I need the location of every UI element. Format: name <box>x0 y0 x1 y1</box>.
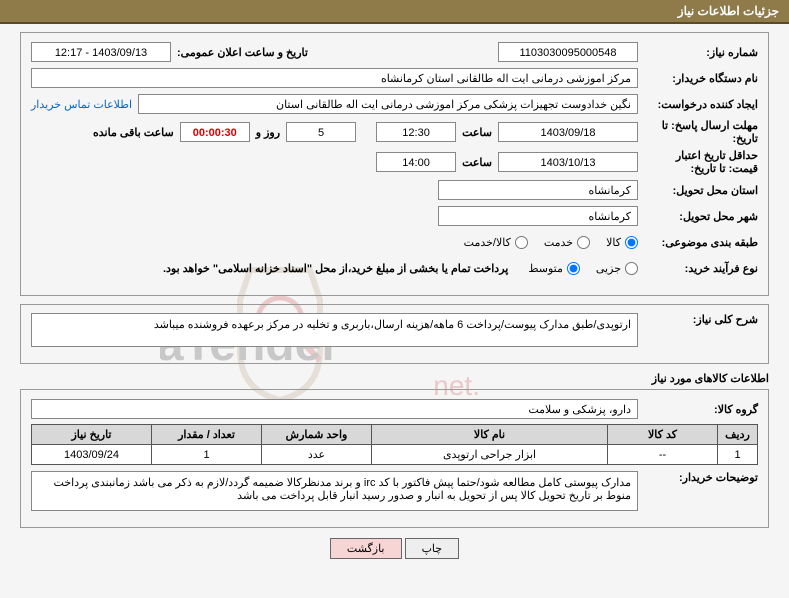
row-buyer-org: نام دستگاه خریدار: مرکز اموزشی درمانی ای… <box>31 67 758 89</box>
label-requester: ایجاد کننده درخواست: <box>638 98 758 111</box>
label-buyer-notes: توضیحات خریدار: <box>638 471 758 484</box>
field-requester: نگین خدادوست تجهیزات پزشکی مرکز اموزشی د… <box>138 94 638 114</box>
category-radio-group: کالا خدمت کالا/خدمت <box>452 236 638 249</box>
field-province: کرمانشاه <box>438 180 638 200</box>
items-table: ردیف کد کالا نام کالا واحد شمارش تعداد /… <box>31 424 758 465</box>
radio-kala-label[interactable]: کالا <box>606 236 638 249</box>
row-need-no: شماره نیاز: 1103030095000548 تاریخ و ساع… <box>31 41 758 63</box>
row-need-desc: شرح کلی نیاز: ارتوپدی/طبق مدارک پیوست/پر… <box>31 313 758 347</box>
row-goods-group: گروه کالا: دارو، پزشکی و سلامت <box>31 398 758 420</box>
radio-khedmat-text: خدمت <box>544 236 573 249</box>
th-name: نام کالا <box>372 425 608 445</box>
row-category: طبقه بندی موضوعی: کالا خدمت کالا/خدمت <box>31 231 758 253</box>
field-need-desc: ارتوپدی/طبق مدارک پیوست/پرداخت 6 ماهه/هز… <box>31 313 638 347</box>
panel-title: جزئیات اطلاعات نیاز <box>0 0 789 24</box>
field-deadline-date: 1403/09/18 <box>498 122 638 142</box>
buyer-contact-link[interactable]: اطلاعات تماس خریدار <box>31 98 132 111</box>
payment-note: پرداخت تمام یا بخشی از مبلغ خرید،از محل … <box>163 262 508 275</box>
items-section-title: اطلاعات کالاهای مورد نیاز <box>20 372 769 385</box>
cell-row-n: 1 <box>718 445 758 465</box>
radio-kala[interactable] <box>625 236 638 249</box>
button-bar: چاپ بازگشت <box>20 538 769 559</box>
cell-unit: عدد <box>262 445 372 465</box>
row-process: نوع فرآیند خرید: جزیی متوسط پرداخت تمام … <box>31 257 758 279</box>
row-buyer-notes: توضیحات خریدار: مدارک پیوستی کامل مطالعه… <box>31 471 758 511</box>
radio-jozi-label[interactable]: جزیی <box>596 262 638 275</box>
label-validity: حداقل تاریخ اعتبار قیمت: تا تاریخ: <box>638 149 758 175</box>
field-countdown: 00:00:30 <box>180 122 250 142</box>
field-need-no: 1103030095000548 <box>498 42 638 62</box>
back-button[interactable]: بازگشت <box>330 538 402 559</box>
field-buyer-org: مرکز اموزشی درمانی ایت اله طالقانی استان… <box>31 68 638 88</box>
th-unit: واحد شمارش <box>262 425 372 445</box>
table-row: 1 -- ابزار جراحی ارتوپدی عدد 1 1403/09/2… <box>32 445 758 465</box>
label-announce-dt: تاریخ و ساعت اعلان عمومی: <box>177 46 308 59</box>
radio-both-text: کالا/خدمت <box>464 236 511 249</box>
label-category: طبقه بندی موضوعی: <box>638 236 758 249</box>
cell-name: ابزار جراحی ارتوپدی <box>372 445 608 465</box>
cell-qty: 1 <box>152 445 262 465</box>
field-goods-group: دارو، پزشکی و سلامت <box>31 399 638 419</box>
field-city: کرمانشاه <box>438 206 638 226</box>
main-container: جزئیات اطلاعات نیاز شماره نیاز: 11030300… <box>0 0 789 598</box>
row-validity: حداقل تاریخ اعتبار قیمت: تا تاریخ: 1403/… <box>31 149 758 175</box>
row-province: استان محل تحویل: کرمانشاه <box>31 179 758 201</box>
print-button[interactable]: چاپ <box>405 538 460 559</box>
row-deadline: مهلت ارسال پاسخ: تا تاریخ: 1403/09/18 سا… <box>31 119 758 145</box>
label-goods-group: گروه کالا: <box>638 403 758 416</box>
label-process: نوع فرآیند خرید: <box>638 262 758 275</box>
radio-both-label[interactable]: کالا/خدمت <box>464 236 528 249</box>
label-province: استان محل تحویل: <box>638 184 758 197</box>
radio-motevaset-label[interactable]: متوسط <box>528 262 580 275</box>
radio-jozi-text: جزیی <box>596 262 621 275</box>
field-announce-dt: 1403/09/13 - 12:17 <box>31 42 171 62</box>
th-date: تاریخ نیاز <box>32 425 152 445</box>
label-hour-1: ساعت <box>462 126 492 139</box>
items-frame: گروه کالا: دارو، پزشکی و سلامت ردیف کد ک… <box>20 389 769 528</box>
radio-kala-text: کالا <box>606 236 621 249</box>
process-radio-group: جزیی متوسط <box>516 262 638 275</box>
radio-khedmat-label[interactable]: خدمت <box>544 236 590 249</box>
label-deadline: مهلت ارسال پاسخ: تا تاریخ: <box>638 119 758 145</box>
items-header-row: ردیف کد کالا نام کالا واحد شمارش تعداد /… <box>32 425 758 445</box>
field-deadline-time: 12:30 <box>376 122 456 142</box>
label-days-and: روز و <box>256 126 280 139</box>
label-hour-2: ساعت <box>462 156 492 169</box>
radio-both[interactable] <box>515 236 528 249</box>
label-buyer-org: نام دستگاه خریدار: <box>638 72 758 85</box>
field-validity-date: 1403/10/13 <box>498 152 638 172</box>
row-city: شهر محل تحویل: کرمانشاه <box>31 205 758 227</box>
row-requester: ایجاد کننده درخواست: نگین خدادوست تجهیزا… <box>31 93 758 115</box>
content-area: شماره نیاز: 1103030095000548 تاریخ و ساع… <box>0 24 789 567</box>
field-validity-time: 14:00 <box>376 152 456 172</box>
radio-motevaset[interactable] <box>567 262 580 275</box>
label-need-no: شماره نیاز: <box>638 46 758 59</box>
radio-khedmat[interactable] <box>577 236 590 249</box>
details-frame: شماره نیاز: 1103030095000548 تاریخ و ساع… <box>20 32 769 296</box>
label-need-desc: شرح کلی نیاز: <box>638 313 758 326</box>
radio-motevaset-text: متوسط <box>528 262 563 275</box>
label-city: شهر محل تحویل: <box>638 210 758 223</box>
need-desc-frame: شرح کلی نیاز: ارتوپدی/طبق مدارک پیوست/پر… <box>20 304 769 364</box>
cell-code: -- <box>608 445 718 465</box>
label-remaining: ساعت باقی مانده <box>93 126 174 139</box>
th-qty: تعداد / مقدار <box>152 425 262 445</box>
cell-date: 1403/09/24 <box>32 445 152 465</box>
field-buyer-notes: مدارک پیوستی کامل مطالعه شود/حتما پیش فا… <box>31 471 638 511</box>
field-days: 5 <box>286 122 356 142</box>
th-row: ردیف <box>718 425 758 445</box>
radio-jozi[interactable] <box>625 262 638 275</box>
th-code: کد کالا <box>608 425 718 445</box>
